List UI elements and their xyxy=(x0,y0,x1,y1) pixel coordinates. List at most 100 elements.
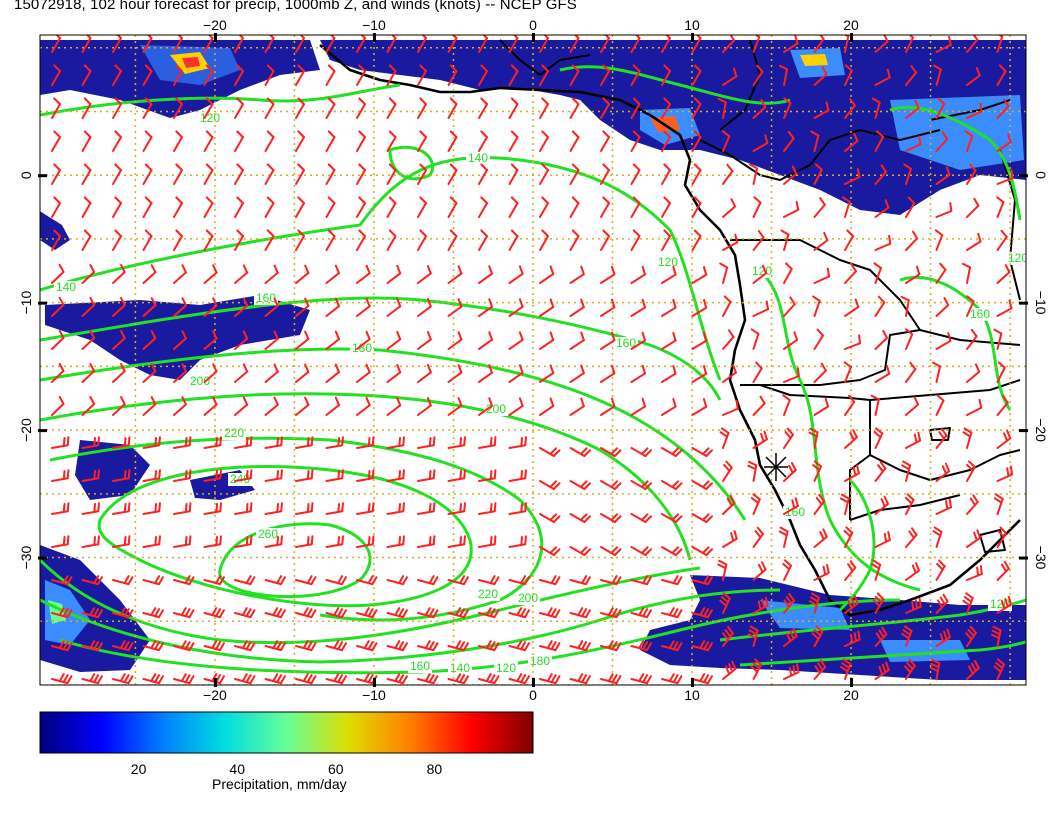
wind-barb xyxy=(600,265,616,284)
wind-barb xyxy=(600,575,622,586)
wind-barb xyxy=(417,640,439,652)
wind-barb xyxy=(844,394,856,416)
wind-barb xyxy=(325,130,336,152)
wind-barb xyxy=(600,673,622,685)
wind-barb xyxy=(386,130,397,152)
wind-barb xyxy=(691,546,714,556)
wind-barb xyxy=(630,298,647,317)
wind-barb xyxy=(51,163,61,185)
contour-line xyxy=(59,598,901,675)
wind-barb xyxy=(905,196,916,218)
wind-barb xyxy=(539,331,555,350)
wind-barb xyxy=(904,493,915,515)
contour-label-bg xyxy=(254,292,278,305)
lat-tick-label-right: −20 xyxy=(1033,418,1049,442)
contour-label-bg xyxy=(494,662,518,675)
wind-barb xyxy=(173,64,183,86)
wind-barb xyxy=(935,131,949,152)
lon-tick-label-top: 10 xyxy=(684,17,700,33)
wind-barb xyxy=(966,363,981,383)
wind-barb xyxy=(112,64,122,86)
frame-tick xyxy=(1019,556,1028,560)
wind-barb xyxy=(203,297,218,317)
wind-barb xyxy=(600,229,610,251)
wind-barb xyxy=(325,396,341,416)
colorbar-tick-label: 80 xyxy=(427,761,443,777)
wind-barb xyxy=(661,447,683,457)
wind-barb xyxy=(173,97,183,119)
wind-barb xyxy=(813,528,828,548)
wind-barb xyxy=(966,529,982,548)
frame-tick xyxy=(850,678,854,687)
wind-barb xyxy=(173,469,192,482)
wind-barb xyxy=(996,595,1013,614)
wind-barb xyxy=(51,130,61,152)
wind-barb xyxy=(295,297,310,317)
wind-barb xyxy=(600,163,610,185)
wind-barb xyxy=(783,663,800,680)
wind-barb xyxy=(325,163,336,185)
wind-barb xyxy=(325,502,344,515)
wind-barb xyxy=(203,363,218,383)
wind-barb xyxy=(661,229,671,251)
wind-barb xyxy=(508,469,527,482)
wind-barb xyxy=(386,640,408,652)
contour-label-bg xyxy=(408,660,432,673)
wind-barb xyxy=(966,102,983,119)
contour-label: 140 xyxy=(468,151,488,165)
wind-barb xyxy=(508,673,530,685)
frame-tick xyxy=(691,33,695,42)
contour-label: 180 xyxy=(352,341,372,355)
wind-barb xyxy=(508,196,519,218)
wind-barb xyxy=(508,97,519,119)
wind-barb xyxy=(691,130,702,152)
wind-barb xyxy=(447,640,469,652)
wind-barb xyxy=(203,229,214,251)
wind-barb xyxy=(264,163,275,185)
wind-barb xyxy=(993,493,1004,515)
contour-line xyxy=(739,640,1026,667)
wind-barb xyxy=(935,559,946,581)
wind-barb xyxy=(447,673,469,685)
wind-barb xyxy=(752,361,763,383)
wind-barb xyxy=(996,229,1008,251)
contour-label-bg xyxy=(528,655,552,668)
wind-barb xyxy=(783,165,798,185)
wind-barb xyxy=(905,230,919,251)
contour-label: 260 xyxy=(258,527,278,541)
wind-barb xyxy=(81,263,96,284)
wind-barb xyxy=(142,396,157,416)
wind-barb xyxy=(356,130,366,152)
lat-tick-label-left: −10 xyxy=(18,291,34,315)
wind-barb xyxy=(203,673,225,685)
wind-barb xyxy=(843,35,850,53)
precip-patch xyxy=(45,295,310,380)
wind-barb xyxy=(173,330,187,350)
lat-tick-label-left: 0 xyxy=(18,171,34,179)
wind-barb xyxy=(874,531,891,548)
wind-barb xyxy=(112,97,122,119)
wind-barb xyxy=(750,493,761,515)
wind-barb xyxy=(112,502,131,515)
wind-barb xyxy=(966,660,980,680)
colorbar-tick-label: 20 xyxy=(131,761,147,777)
wind-barb xyxy=(600,64,610,86)
wind-barb xyxy=(173,297,187,317)
frame-tick xyxy=(213,678,217,687)
wind-barb xyxy=(783,296,796,317)
wind-barb xyxy=(691,513,714,523)
wind-barb xyxy=(447,64,458,86)
wind-barb xyxy=(173,196,183,218)
wind-barb xyxy=(717,559,728,581)
wind-barb xyxy=(81,395,96,416)
wind-barb xyxy=(901,625,913,647)
wind-barb xyxy=(478,163,488,185)
wind-barb xyxy=(844,132,859,152)
wind-barb xyxy=(813,35,825,53)
wind-barb xyxy=(747,460,758,482)
wind-barb xyxy=(569,513,592,523)
wind-barb xyxy=(325,229,336,251)
wind-barb xyxy=(356,196,366,218)
wind-barb xyxy=(844,560,857,581)
wind-barb xyxy=(112,607,134,619)
